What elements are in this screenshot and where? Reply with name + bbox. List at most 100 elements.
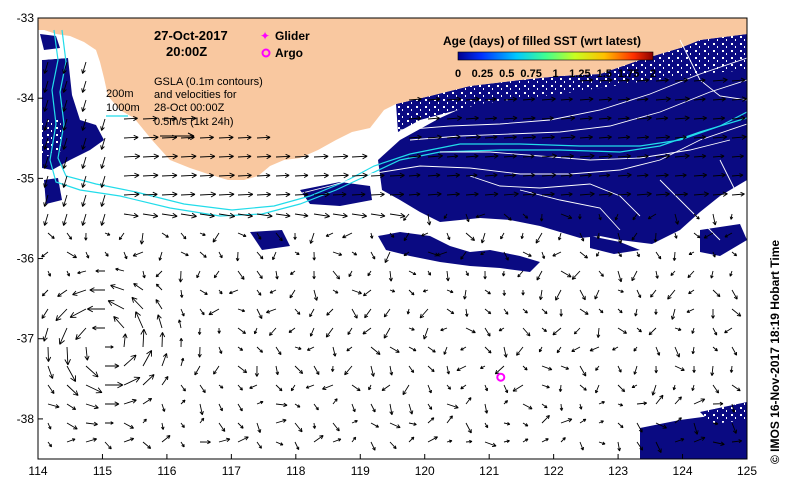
- argo-float-marker[interactable]: [496, 372, 506, 382]
- velocity-arrow: [62, 137, 68, 150]
- argo-legend-icon: [261, 48, 271, 58]
- velocity-arrow: [654, 308, 658, 315]
- velocity-arrow: [294, 191, 309, 197]
- velocity-arrow: [389, 403, 394, 416]
- velocity-arrow: [541, 116, 554, 121]
- velocity-arrow: [123, 172, 140, 179]
- velocity-arrow: [693, 191, 710, 197]
- velocity-arrow: [272, 251, 277, 261]
- velocity-arrow: [100, 156, 106, 169]
- velocity-arrow: [655, 346, 661, 356]
- velocity-arrow: [66, 365, 77, 382]
- velocity-arrow: [460, 251, 467, 260]
- velocity-arrow: [351, 289, 362, 295]
- velocity-arrow: [465, 213, 470, 223]
- velocity-arrow: [674, 153, 690, 159]
- velocity-arrow: [199, 172, 214, 179]
- velocity-arrow: [218, 153, 234, 160]
- velocity-arrow: [123, 251, 128, 260]
- velocity-arrow: [674, 438, 685, 443]
- velocity-arrow: [179, 337, 184, 348]
- velocity-arrow: [712, 191, 728, 197]
- velocity-arrow: [161, 191, 178, 198]
- velocity-arrow: [403, 251, 410, 257]
- velocity-arrow: [674, 346, 681, 358]
- velocity-arrow: [85, 251, 90, 259]
- velocity-arrow: [636, 289, 642, 299]
- velocity-arrow: [579, 134, 594, 140]
- velocity-arrow: [43, 213, 49, 226]
- velocity-arrow: [180, 399, 186, 405]
- velocity-arrow: [522, 438, 529, 443]
- velocity-arrow: [693, 172, 708, 178]
- velocity-arrow: [456, 365, 467, 372]
- velocity-arrow: [197, 327, 202, 335]
- velocity-arrow: [484, 422, 489, 429]
- velocity-arrow: [674, 213, 680, 225]
- velocity-arrow: [351, 251, 358, 256]
- sst-filled-region: [42, 34, 747, 459]
- velocity-arrow: [633, 365, 638, 375]
- velocity-arrow: [631, 232, 638, 241]
- x-tick-label: 119: [351, 464, 370, 478]
- colorbar-tick-label: 0.25: [472, 68, 493, 80]
- velocity-arrow: [634, 308, 638, 317]
- velocity-arrow: [265, 308, 277, 314]
- x-tick-label: 125: [737, 464, 757, 478]
- velocity-arrow: [177, 319, 182, 329]
- colorbar-tick-label: 1: [552, 68, 558, 80]
- velocity-arrow: [693, 97, 706, 102]
- velocity-arrow: [408, 403, 414, 415]
- velocity-arrow: [275, 346, 282, 356]
- y-tick-label: -34: [17, 91, 35, 105]
- velocity-arrow: [484, 134, 498, 140]
- velocity-arrow: [218, 172, 235, 179]
- velocity-arrow: [142, 350, 153, 367]
- velocity-arrow: [237, 154, 252, 159]
- velocity-arrow: [309, 308, 315, 318]
- velocity-arrow: [674, 232, 678, 239]
- velocity-arrow: [81, 156, 87, 169]
- velocity-arrow: [555, 289, 562, 301]
- velocity-arrow: [370, 251, 376, 260]
- velocity-arrow: [692, 365, 696, 373]
- velocity-arrow: [579, 251, 589, 259]
- velocity-arrow: [66, 438, 76, 443]
- velocity-arrow: [294, 153, 309, 160]
- velocity-arrow: [370, 212, 386, 219]
- velocity-arrow: [502, 289, 507, 296]
- velocity-arrow: [408, 134, 422, 140]
- velocity-arrow: [161, 376, 169, 386]
- velocity-arrow: [62, 213, 68, 226]
- velocity-arrow: [275, 191, 291, 198]
- velocity-arrow: [617, 327, 627, 334]
- velocity-arrow: [256, 400, 264, 405]
- velocity-arrow: [294, 403, 301, 408]
- velocity-arrow: [655, 115, 669, 121]
- velocity-arrow: [446, 134, 461, 140]
- velocity-arrow: [541, 438, 549, 443]
- velocity-arrow: [541, 191, 555, 197]
- velocity-arrow: [617, 116, 630, 121]
- velocity-arrow: [199, 232, 206, 236]
- velocity-arrow: [522, 213, 529, 219]
- velocity-arrow: [522, 308, 528, 314]
- argo-legend-label: Argo: [275, 46, 303, 60]
- velocity-arrow: [85, 384, 103, 394]
- velocity-arrow: [64, 346, 71, 366]
- velocity-arrow: [306, 346, 315, 351]
- velocity-arrow: [522, 327, 531, 337]
- velocity-arrow: [351, 419, 358, 424]
- velocity-arrow: [636, 154, 649, 159]
- velocity-arrow: [571, 346, 581, 352]
- date-label: 27-Oct-2017: [154, 28, 228, 43]
- velocity-arrow: [123, 376, 141, 386]
- velocity-arrow: [199, 251, 207, 258]
- velocity-arrow: [269, 289, 277, 294]
- velocity-arrow: [655, 153, 671, 159]
- velocity-arrow: [731, 173, 744, 178]
- velocity-arrow: [670, 270, 676, 277]
- velocity-arrow: [729, 365, 734, 373]
- velocity-arrow: [710, 270, 714, 279]
- velocity-arrow: [408, 327, 415, 331]
